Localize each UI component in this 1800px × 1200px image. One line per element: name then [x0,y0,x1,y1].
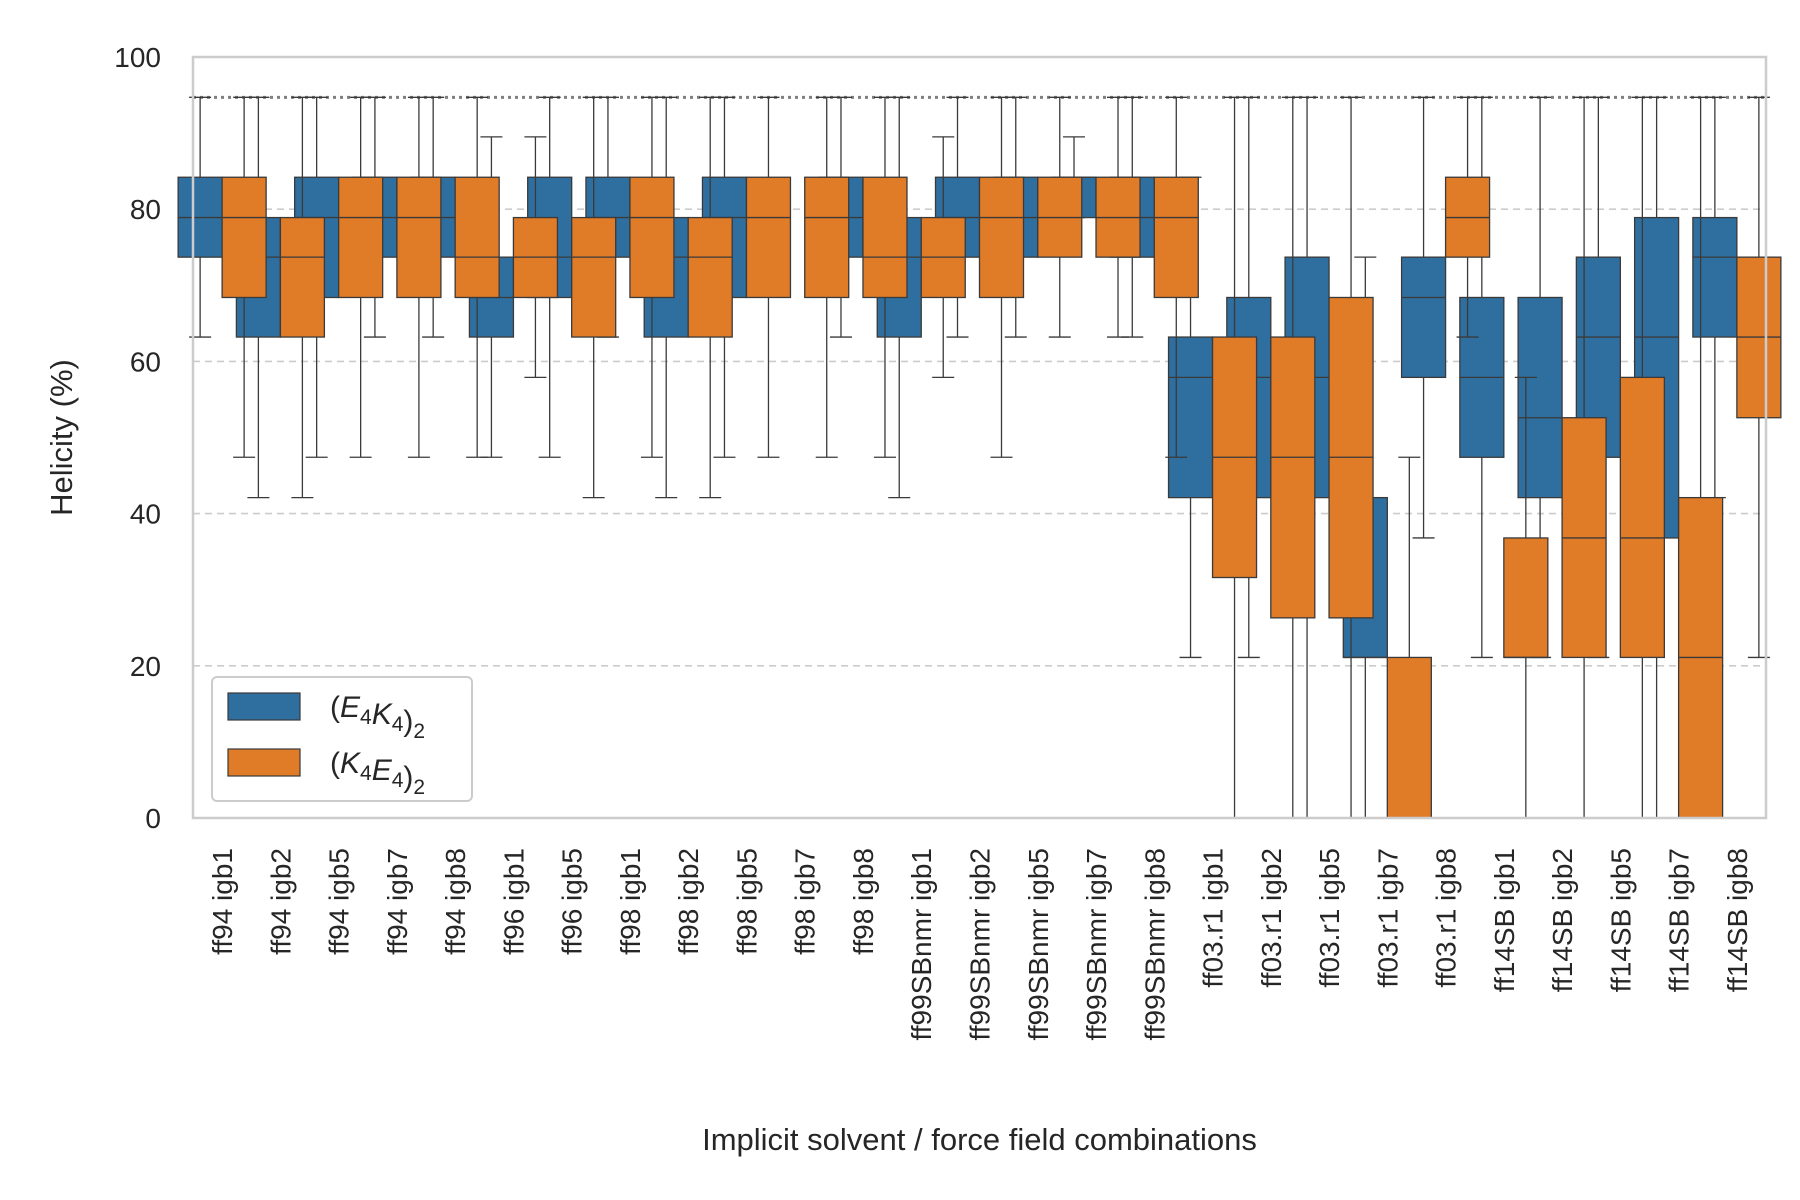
x-tick-label: ff99SBnmr igb7 [1081,848,1112,1041]
box-k4e4 [1037,96,1083,338]
x-tick-label: ff03.r1 igb5 [1314,848,1345,988]
x-tick-label: ff94 igb7 [382,848,413,955]
box-k4e4 [1736,96,1782,659]
x-tick-label: ff99SBnmr igb1 [906,848,937,1041]
x-tick-label: ff98 igb7 [790,848,821,955]
y-axis-title: Helicity (%) [44,359,79,516]
plot-frame [191,55,1768,820]
box-k4e4 [920,136,966,379]
x-tick-label: ff96 igb1 [498,848,529,955]
box-body [687,216,733,338]
x-tick-labels: ff94 igb1 ff94 igb2 ff94 igb5 ff94 igb7 ff94… [207,848,1753,1041]
box-k4e4 [1211,96,1258,819]
box-body [571,216,617,338]
x-tick-label: ff03.r1 igb1 [1198,848,1229,988]
box-k4e4 [512,136,559,379]
x-tick-label: ff99SBnmr igb8 [1139,848,1170,1041]
box-body [862,176,908,299]
box-body [629,176,675,299]
box-k4e4 [804,96,850,458]
x-tick-label: ff98 igb5 [731,848,762,955]
x-tick-label: ff14SB igb2 [1547,848,1578,992]
y-tick-label: 0 [145,803,161,834]
box-body [1503,537,1549,659]
box-body [221,176,267,299]
x-tick-label: ff14SB igb1 [1489,848,1520,992]
box-k4e4 [1619,96,1666,819]
x-tick-label: ff99SBnmr igb2 [965,848,996,1041]
legend-label: (E4K4)2 [330,691,425,743]
x-tick-label: ff94 igb1 [207,848,238,955]
box-k4e4 [279,96,326,499]
box-k4e4 [745,96,792,458]
box-k4e4 [687,96,733,499]
x-tick-label: ff14SB igb7 [1664,848,1695,992]
x-tick-label: ff94 igb8 [440,848,471,955]
x-tick-label: ff03.r1 igb7 [1372,848,1403,988]
box-e4k4 [1400,96,1447,539]
box-body [1386,656,1432,819]
x-tick-label: ff94 igb2 [265,848,296,955]
box-body [804,176,850,299]
box-body [1517,296,1563,499]
legend: (E4K4)2(K4E4)2 [211,676,473,802]
box-k4e4 [1444,96,1491,338]
box-body [1619,376,1666,659]
box-k4e4 [337,96,384,458]
box-body [978,176,1025,299]
x-tick-label: ff98 igb8 [848,848,879,955]
box-k4e4 [629,96,675,458]
box-k4e4 [978,96,1025,458]
box-k4e4 [1153,96,1199,458]
box-e4k4 [1692,96,1738,499]
box-e4k4 [177,96,223,338]
box-k4e4 [1386,456,1432,819]
x-tick-label: ff98 igb2 [673,848,704,955]
x-axis-title: Implicit solvent / force field combinati… [702,1122,1257,1157]
box-body [1270,336,1316,619]
box-body [1167,336,1214,499]
y-tick-label: 100 [114,42,161,73]
box-series [177,96,1782,819]
box-k4e4 [862,96,908,458]
legend-swatch [227,692,301,721]
x-tick-label: ff96 igb5 [557,848,588,955]
box-k4e4 [454,96,500,458]
box-k4e4 [1095,96,1141,338]
box-k4e4 [571,96,617,499]
box-body [279,216,326,338]
x-tick-label: ff99SBnmr igb5 [1023,848,1054,1041]
y-tick-labels: 0 20 40 60 80 100 [114,42,161,834]
box-body [1153,176,1199,299]
box-body [745,176,792,299]
y-tick-label: 60 [130,346,161,377]
y-tick-label: 20 [130,651,161,682]
y-tick-label: 40 [130,499,161,530]
x-tick-label: ff03.r1 igb2 [1256,848,1287,988]
y-tick-label: 80 [130,194,161,225]
box-k4e4 [1328,96,1374,819]
box-k4e4 [1270,96,1316,819]
box-body [396,176,442,299]
x-tick-label: ff14SB igb8 [1722,848,1753,992]
box-k4e4 [221,96,267,458]
box-body [1400,256,1447,379]
box-k4e4 [396,96,442,458]
box-k4e4 [1677,96,1724,819]
box-body [1692,216,1738,338]
box-body [337,176,384,299]
legend-swatch [227,748,301,777]
x-tick-label: ff14SB igb5 [1605,848,1636,992]
x-tick-label: ff03.r1 igb8 [1431,848,1462,988]
box-body [454,176,500,299]
box-k4e4 [1561,96,1607,819]
x-tick-label: ff94 igb5 [324,848,355,955]
legend-label: (K4E4)2 [330,747,425,799]
x-tick-label: ff98 igb1 [615,848,646,955]
